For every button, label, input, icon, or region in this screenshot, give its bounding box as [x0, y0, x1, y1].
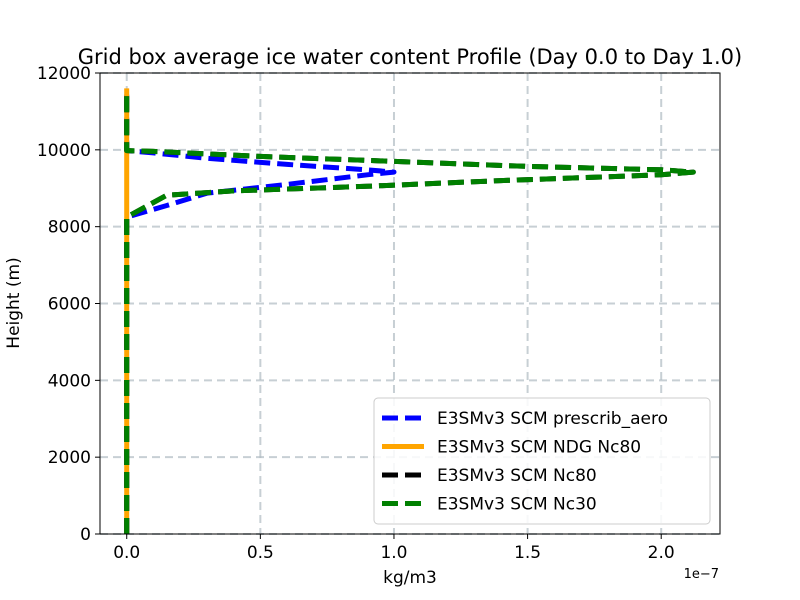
x-axis-label: kg/m3: [383, 568, 437, 588]
y-tick-label: 6000: [48, 295, 91, 315]
y-tick-label: 8000: [48, 218, 91, 238]
legend-label-2: E3SMv3 SCM NDG Nc80: [437, 438, 641, 458]
x-tick-label: 0.0: [113, 543, 140, 563]
y-tick-label: 2000: [48, 448, 91, 468]
series-line-4: [124, 92, 696, 534]
y-tick-label: 12000: [37, 64, 91, 84]
y-tick-label: 0: [80, 525, 91, 545]
axis-ticks: 0.0 0.5 1.0 1.5 2.0 0 2000 4000 6000 8000 10000 120…: [37, 64, 675, 563]
y-tick-label: 4000: [48, 371, 91, 391]
series-line-1: [124, 92, 397, 534]
x-tick-label: 0.5: [247, 543, 274, 563]
y-axis-label: Height (m): [4, 257, 24, 348]
legend-box: [373, 397, 711, 525]
x-tick-label: 2.0: [648, 543, 675, 563]
legend-label-3: E3SMv3 SCM Nc80: [437, 466, 597, 486]
legend: E3SMv3 SCM prescrib_aero E3SMv3 SCM NDG N…: [373, 397, 711, 525]
x-offset-label: 1e−7: [684, 567, 719, 582]
x-tick-label: 1.0: [380, 543, 407, 563]
x-tick-label: 1.5: [514, 543, 541, 563]
legend-label-4: E3SMv3 SCM Nc30: [437, 495, 597, 515]
data-series: [124, 88, 696, 534]
chart-title: Grid box average ice water content Profi…: [78, 45, 742, 69]
y-tick-label: 10000: [37, 141, 91, 161]
legend-label-1: E3SMv3 SCM prescrib_aero: [437, 409, 668, 429]
